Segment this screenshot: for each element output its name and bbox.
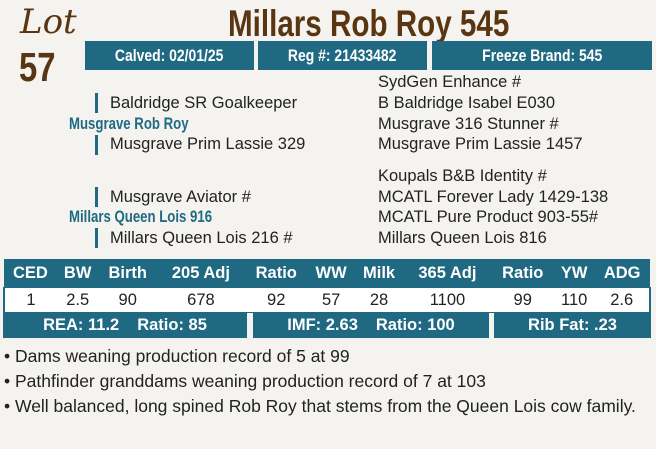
epd-table: CED BW Birth 205 Adj Ratio WW Milk 365 A… <box>3 259 651 313</box>
epd-header: WW <box>307 259 355 288</box>
ss-sire: SydGen Enhance # <box>378 73 522 91</box>
epd-value: 28 <box>354 287 404 313</box>
epd-value: 1100 <box>403 287 492 313</box>
sire-sire: Baldridge SR Goalkeeper <box>110 94 298 112</box>
ds-sire: Koupals B&B Identity # <box>378 167 547 185</box>
lot-number-text: 57 <box>19 44 56 90</box>
pedigree-bracket <box>95 228 98 248</box>
rib-fat-text: Rib Fat: .23 <box>528 316 617 334</box>
dam-sire: Musgrave Aviator # <box>110 188 251 206</box>
rea-text: REA: 11.2 <box>43 316 120 334</box>
sd-dam: Musgrave Prim Lassie 1457 <box>378 135 583 153</box>
note: • Dams weaning production record of 5 at… <box>4 346 350 366</box>
epd-header: 365 Adj <box>403 259 492 288</box>
rea-bar: REA: 11.2 Ratio: 85 <box>3 313 247 338</box>
freeze-brand-text: Freeze Brand: 545 <box>481 45 603 65</box>
rea-ratio-text: Ratio: 85 <box>137 316 207 334</box>
sire: Musgrave Rob Roy <box>69 115 218 134</box>
epd-value: 57 <box>307 287 355 313</box>
dam-text: Millars Queen Lois 916 <box>69 208 213 226</box>
rib-fat-bar: Rib Fat: .23 <box>494 313 651 338</box>
ss-dam: B Baldridge Isabel E030 <box>378 94 556 112</box>
epd-header: 205 Adj <box>156 259 245 288</box>
lot-number: 57 <box>19 44 65 91</box>
epd-value: 110 <box>554 287 595 313</box>
dam: Millars Queen Lois 916 <box>69 208 248 227</box>
imf-bar: IMF: 2.63 Ratio: 100 <box>253 313 489 338</box>
epd-value: 2.6 <box>594 287 651 313</box>
note: • Pathfinder granddams weaning productio… <box>4 371 486 391</box>
epd-header: Birth <box>98 259 157 288</box>
reg-badge: Reg #: 21433482 <box>258 41 427 70</box>
title-text: Millars Rob Roy 545 <box>228 3 510 44</box>
epd-value: 92 <box>244 287 308 313</box>
epd-header: Ratio <box>244 259 308 288</box>
reg-text: Reg #: 21433482 <box>288 45 397 65</box>
epd-value: 1 <box>3 287 57 313</box>
pedigree-bracket <box>95 93 98 113</box>
epd-header: ADG <box>594 259 650 288</box>
dam-dam: Millars Queen Lois 216 # <box>110 229 293 247</box>
imf-ratio-text: Ratio: 100 <box>375 316 455 334</box>
epd-header: YW <box>554 259 595 288</box>
freeze-brand-badge: Freeze Brand: 545 <box>432 41 652 70</box>
sire-dam: Musgrave Prim Lassie 329 <box>110 135 306 153</box>
note: • Well balanced, long spined Rob Roy tha… <box>4 396 636 416</box>
pedigree-bracket <box>95 187 98 207</box>
animal-name-title: Millars Rob Roy 545 <box>228 3 580 45</box>
epd-value: 90 <box>98 287 157 313</box>
dd-sire: MCATL Pure Product 903-55# <box>378 208 599 226</box>
sire-text: Musgrave Rob Roy <box>69 115 189 133</box>
pedigree-bracket <box>95 135 98 155</box>
calved-text: Calved: 02/01/25 <box>115 45 224 65</box>
epd-header: CED <box>4 259 57 288</box>
imf-text: IMF: 2.63 <box>287 316 358 334</box>
epd-header: Milk <box>354 259 404 288</box>
sd-sire: Musgrave 316 Stunner # <box>378 115 559 133</box>
epd-value-row: 1 2.5 90 678 92 57 28 1100 99 110 2.6 <box>3 287 651 313</box>
epd-header-row: CED BW Birth 205 Adj Ratio WW Milk 365 A… <box>4 259 650 288</box>
epd-header: BW <box>56 259 99 288</box>
calved-badge: Calved: 02/01/25 <box>85 41 254 70</box>
epd-value: 678 <box>156 287 245 313</box>
epd-value: 99 <box>491 287 554 313</box>
epd-value: 2.5 <box>56 287 99 313</box>
dd-dam: Millars Queen Lois 816 <box>378 229 547 247</box>
epd-header: Ratio <box>491 259 554 288</box>
ds-dam: MCATL Forever Lady 1429-138 <box>378 188 609 206</box>
lot-label: Lot <box>20 2 77 42</box>
